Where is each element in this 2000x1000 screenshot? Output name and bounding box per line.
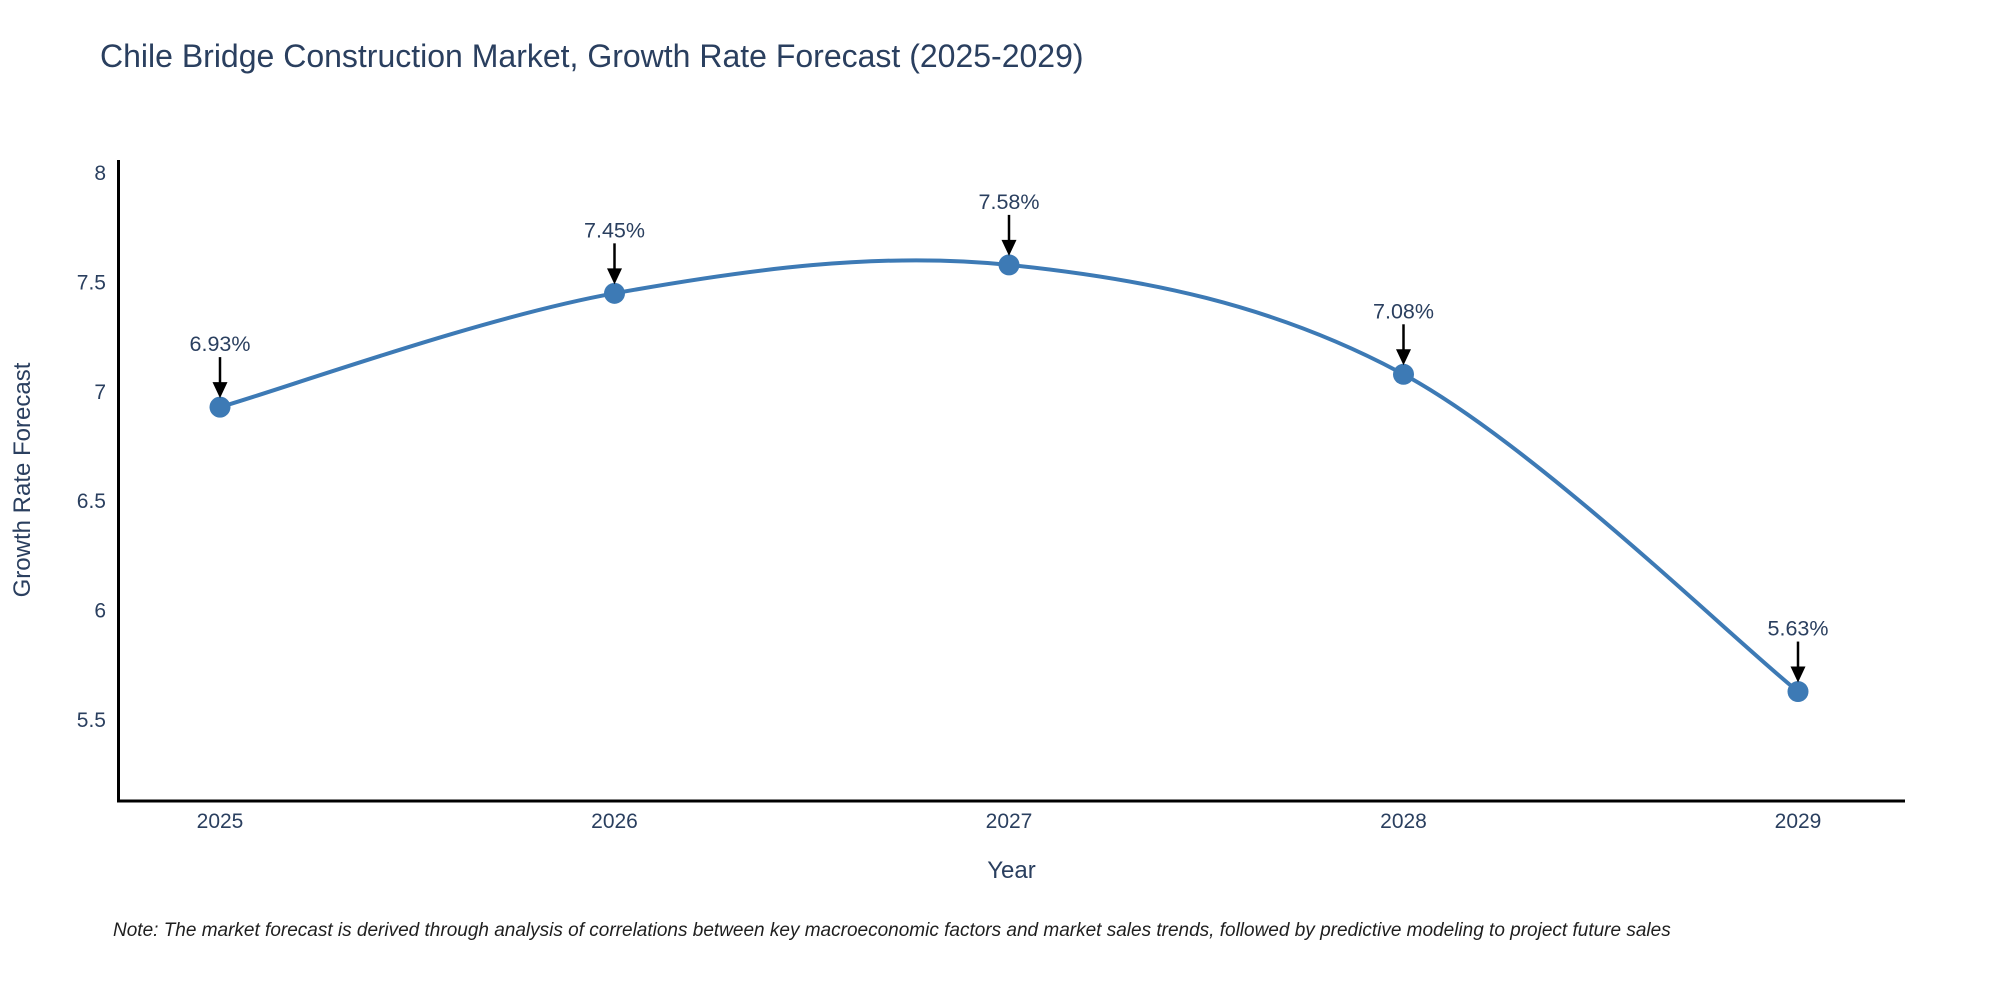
data-point-2025[interactable] xyxy=(209,396,231,418)
annotation-label: 5.63% xyxy=(1768,617,1829,641)
annotation-arrowhead-icon xyxy=(212,382,228,399)
x-tick-label: 2027 xyxy=(986,810,1033,833)
x-tick-label: 2029 xyxy=(1775,810,1822,833)
x-tick-label: 2026 xyxy=(591,810,638,833)
y-tick-label: 6.5 xyxy=(77,490,106,513)
y-axis-title: Growth Rate Forecast xyxy=(9,362,36,597)
annotation-label: 6.93% xyxy=(190,332,251,356)
y-tick-label: 6 xyxy=(94,600,106,623)
annotation-label: 7.58% xyxy=(979,190,1040,214)
annotation-label: 7.08% xyxy=(1373,299,1434,323)
annotation-label: 7.45% xyxy=(584,218,645,242)
x-tick-label: 2028 xyxy=(1380,810,1427,833)
annotation-arrowhead-icon xyxy=(1396,349,1411,366)
annotation-arrowhead-icon xyxy=(607,268,622,285)
data-point-2028[interactable] xyxy=(1393,363,1414,385)
chart-title: Chile Bridge Construction Market, Growth… xyxy=(100,38,1084,74)
y-tick-label: 7 xyxy=(94,381,106,404)
annotation-arrowhead-icon xyxy=(1001,239,1017,256)
x-axis-title: Year xyxy=(987,857,1036,884)
data-point-2027[interactable] xyxy=(998,254,1020,276)
y-tick-label: 8 xyxy=(94,162,106,185)
y-tick-label: 5.5 xyxy=(77,709,106,732)
data-point-2026[interactable] xyxy=(604,282,625,304)
y-tick-label: 7.5 xyxy=(77,271,106,294)
trend-line xyxy=(218,258,1800,694)
annotation-arrowhead-icon xyxy=(1790,666,1806,683)
data-point-2029[interactable] xyxy=(1787,681,1809,703)
x-tick-label: 2025 xyxy=(197,810,244,833)
chart-footnote: Note: The market forecast is derived thr… xyxy=(113,920,1671,941)
